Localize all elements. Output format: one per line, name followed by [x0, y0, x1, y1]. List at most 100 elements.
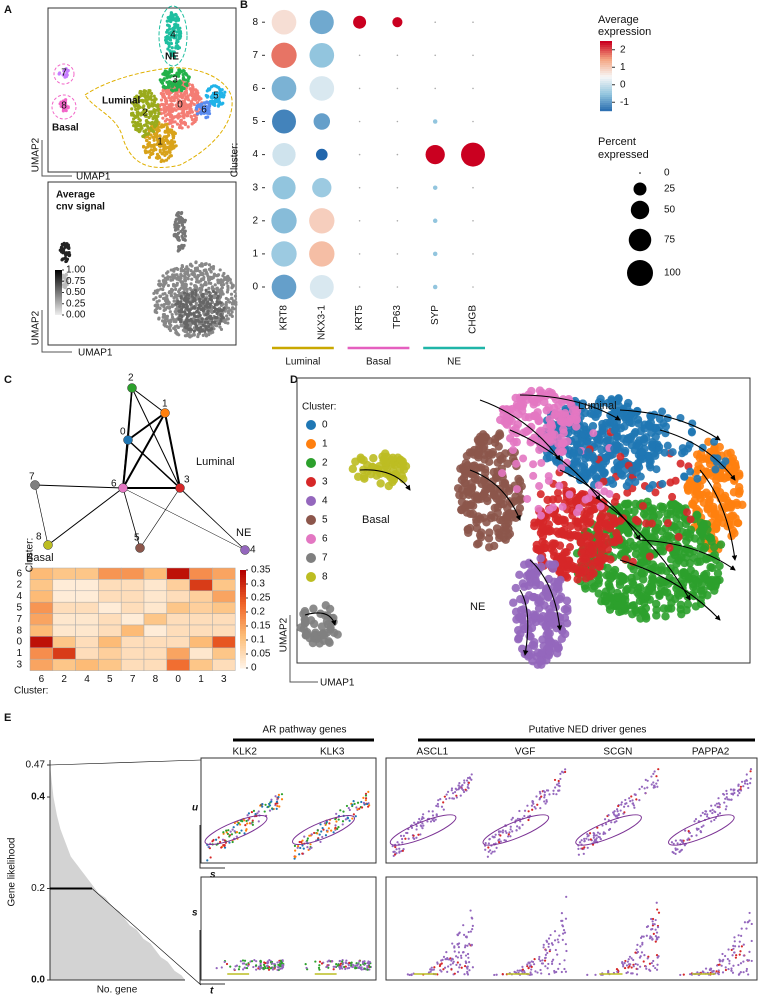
size-key	[627, 260, 653, 286]
cell-dot	[164, 307, 168, 311]
cell-dot	[569, 564, 578, 573]
cell-dot	[338, 959, 341, 963]
cell-dot	[549, 611, 558, 621]
cell-dot	[173, 23, 177, 27]
colorbar-segment	[240, 645, 246, 649]
graph-edge	[122, 487, 246, 551]
cell-dot	[169, 293, 173, 297]
cell-dot	[258, 968, 261, 971]
cell-dot	[170, 103, 174, 107]
cell-dot	[155, 138, 160, 142]
heat-cell	[120, 567, 145, 580]
cell-dot	[639, 509, 649, 519]
cell-dot	[686, 515, 695, 524]
y-tick-label: 4	[252, 149, 258, 160]
cell-dot	[234, 302, 238, 307]
heat-cell	[52, 613, 76, 626]
cell-dot	[145, 135, 149, 139]
cell-dot	[738, 500, 747, 510]
cell-dot	[157, 283, 161, 287]
cell-dot	[626, 537, 635, 547]
legend-swatch	[306, 534, 316, 544]
cell-dot	[226, 832, 230, 836]
cell-dot	[156, 304, 160, 308]
cell-dot	[351, 817, 354, 820]
cell-dot	[294, 849, 297, 852]
cell-dot	[174, 222, 178, 226]
cell-dot	[280, 793, 284, 796]
cell-dot	[164, 88, 169, 92]
cell-dot	[211, 91, 216, 96]
cell-dot	[181, 328, 186, 332]
cell-dot	[169, 11, 174, 15]
cell-dot	[703, 525, 712, 534]
col-label: 7	[130, 674, 136, 685]
cell-dot	[153, 111, 157, 115]
colorbar-tick-label: 1	[620, 62, 626, 73]
cell-dot	[706, 563, 715, 572]
dot	[432, 251, 438, 257]
cell-dot	[142, 104, 146, 108]
cell-dot	[196, 319, 200, 323]
node-label: 3	[184, 475, 190, 486]
cell-dot	[259, 960, 262, 963]
cell-dot	[696, 518, 706, 528]
cell-dot	[489, 467, 499, 477]
cell-dot	[648, 440, 657, 449]
dot	[271, 9, 297, 35]
cell-dot	[277, 796, 280, 799]
colorbar-segment	[600, 97, 612, 100]
cell-dot	[319, 636, 329, 646]
cell-dot	[175, 276, 180, 280]
cell-dot	[206, 300, 210, 304]
group-label: Luminal	[285, 357, 320, 368]
cell-dot	[204, 107, 208, 112]
cell-dot	[147, 149, 152, 154]
dot	[396, 286, 399, 288]
cell-dot	[131, 120, 135, 124]
cell-dot	[174, 225, 178, 229]
cell-dot	[589, 569, 598, 578]
cell-dot	[531, 411, 540, 420]
cell-dot	[207, 281, 211, 285]
cell-dot	[193, 119, 197, 124]
cell-dot	[237, 968, 241, 971]
cell-dot	[276, 968, 279, 971]
cell-dot	[175, 38, 179, 43]
legend-swatch	[306, 439, 316, 449]
cell-dot	[543, 495, 552, 505]
cell-dot	[665, 543, 674, 552]
cell-dot	[682, 508, 691, 517]
cell-dot	[306, 837, 309, 840]
cell-dot	[687, 428, 696, 437]
cell-dot	[306, 846, 309, 849]
cell-dot	[150, 101, 154, 106]
cell-dot	[154, 148, 158, 152]
cell-dot	[321, 835, 324, 839]
cell-dot	[693, 474, 702, 483]
cell-dot	[167, 27, 172, 31]
cell-dot	[168, 128, 172, 132]
cell-dot	[59, 104, 63, 109]
cell-dot	[215, 967, 218, 970]
cell-dot	[301, 839, 304, 842]
cell-dot	[199, 105, 203, 109]
legend-label: 3	[322, 477, 328, 488]
cell-dot	[216, 319, 220, 323]
cell-dot	[199, 109, 204, 114]
cluster-label: 4	[170, 30, 176, 41]
cell-dot	[197, 327, 201, 331]
heat-cell	[166, 567, 190, 580]
cell-dot	[64, 259, 68, 264]
cell-dot	[146, 132, 151, 136]
graph-edge	[47, 487, 124, 546]
region-outline	[53, 63, 75, 85]
cell-dot	[167, 103, 171, 107]
region-label: NE	[165, 52, 179, 63]
cell-dot	[134, 124, 138, 128]
dot	[396, 54, 399, 57]
cell-dot	[309, 843, 312, 846]
cell-dot	[161, 78, 165, 82]
cell-dot	[266, 966, 269, 970]
cell-dot	[142, 123, 146, 127]
